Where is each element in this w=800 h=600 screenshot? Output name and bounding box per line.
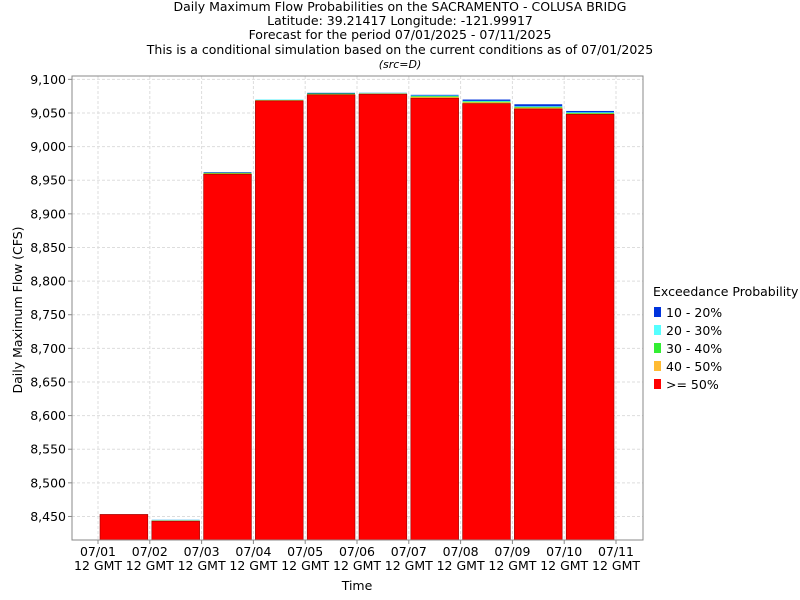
- x-tick-label-2: 07/03: [184, 544, 220, 559]
- y-tick-label-8: 8,850: [30, 240, 66, 255]
- y-tick-label-2: 8,550: [30, 442, 66, 457]
- y-tick-label-13: 9,100: [30, 72, 66, 87]
- bar-3-series-4: [203, 174, 252, 541]
- y-tick-label-9: 8,900: [30, 206, 66, 221]
- y-tick-label-0: 8,450: [30, 509, 66, 524]
- x-tick-label-10: 07/11: [598, 544, 634, 559]
- bar-8-series-4: [462, 103, 511, 540]
- bar-9-series-4: [514, 108, 563, 541]
- x-tick-sublabel-2: 12 GMT: [178, 558, 226, 573]
- legend: Exceedance Probability 10 - 20% 20 - 30% 3…: [653, 284, 798, 393]
- x-tick-label-4: 07/05: [287, 544, 323, 559]
- chart-title-block: Daily Maximum Flow Probabilities on the …: [0, 0, 800, 72]
- x-tick-sublabel-9: 12 GMT: [540, 558, 588, 573]
- legend-swatch-3: [654, 361, 661, 371]
- y-tick-label-10: 8,950: [30, 173, 66, 188]
- bar-2-series-4: [151, 521, 200, 540]
- x-tick-sublabel-6: 12 GMT: [385, 558, 433, 573]
- x-axis-label: Time: [341, 578, 373, 593]
- y-tick-label-3: 8,600: [30, 408, 66, 423]
- bar-7-series-4: [410, 98, 459, 540]
- x-tick-sublabel-5: 12 GMT: [333, 558, 381, 573]
- x-tick-label-5: 07/06: [339, 544, 375, 559]
- x-tick-sublabel-4: 12 GMT: [281, 558, 329, 573]
- chart-title-line-4: This is a conditional simulation based o…: [146, 41, 654, 57]
- x-tick-label-7: 07/08: [443, 544, 479, 559]
- legend-item-1: 20 - 30%: [653, 321, 798, 339]
- legend-label-2: 30 - 40%: [666, 340, 723, 356]
- y-axis-label: Daily Maximum Flow (CFS): [10, 226, 25, 393]
- bar-5-series-4: [307, 94, 355, 541]
- x-tick-label-0: 07/01: [80, 544, 116, 559]
- chart-title-line-1: Daily Maximum Flow Probabilities on the …: [173, 0, 627, 14]
- legend-label-0: 10 - 20%: [666, 304, 723, 320]
- x-tick-label-1: 07/02: [132, 544, 168, 559]
- legend-label-1: 20 - 30%: [666, 322, 723, 338]
- legend-swatch-0: [654, 307, 661, 317]
- legend-label-3: 40 - 50%: [666, 358, 723, 374]
- legend-item-3: 40 - 50%: [653, 357, 798, 375]
- legend-swatch-4: [654, 379, 661, 389]
- y-tick-label-4: 8,650: [30, 374, 66, 389]
- y-tick-label-5: 8,700: [30, 341, 66, 356]
- legend-item-2: 30 - 40%: [653, 339, 798, 357]
- x-tick-label-8: 07/09: [494, 544, 530, 559]
- legend-item-0: 10 - 20%: [653, 303, 798, 321]
- x-tick-label-6: 07/07: [391, 544, 427, 559]
- y-tick-label-6: 8,750: [30, 307, 66, 322]
- bar-10-series-4: [566, 114, 614, 540]
- chart-subtitle: (src=D): [378, 57, 422, 71]
- x-tick-label-9: 07/10: [546, 544, 582, 559]
- chart-title-line-3: Forecast for the period 07/01/2025 - 07/…: [248, 27, 552, 43]
- chart-title-line-2: Latitude: 39.21417 Longitude: -121.99917: [267, 13, 533, 29]
- y-tick-label-11: 9,000: [30, 139, 66, 154]
- bar-6-series-4: [359, 94, 407, 540]
- x-tick-sublabel-3: 12 GMT: [229, 558, 277, 573]
- bar-1-series-4: [100, 514, 148, 540]
- y-tick-label-7: 8,800: [30, 274, 66, 289]
- x-tick-sublabel-8: 12 GMT: [488, 558, 536, 573]
- y-tick-label-1: 8,500: [30, 475, 66, 490]
- y-tick-label-12: 9,050: [30, 105, 66, 120]
- x-tick-sublabel-1: 12 GMT: [126, 558, 174, 573]
- legend-label-4: >= 50%: [666, 376, 719, 392]
- x-tick-sublabel-0: 12 GMT: [74, 558, 122, 573]
- legend-swatch-2: [654, 343, 661, 353]
- bar-4-series-4: [255, 100, 304, 540]
- x-tick-sublabel-10: 12 GMT: [592, 558, 640, 573]
- x-tick-label-3: 07/04: [235, 544, 271, 559]
- legend-item-4: >= 50%: [653, 375, 798, 393]
- legend-swatch-1: [654, 325, 661, 335]
- legend-title: Exceedance Probability: [653, 284, 799, 299]
- x-tick-sublabel-7: 12 GMT: [437, 558, 485, 573]
